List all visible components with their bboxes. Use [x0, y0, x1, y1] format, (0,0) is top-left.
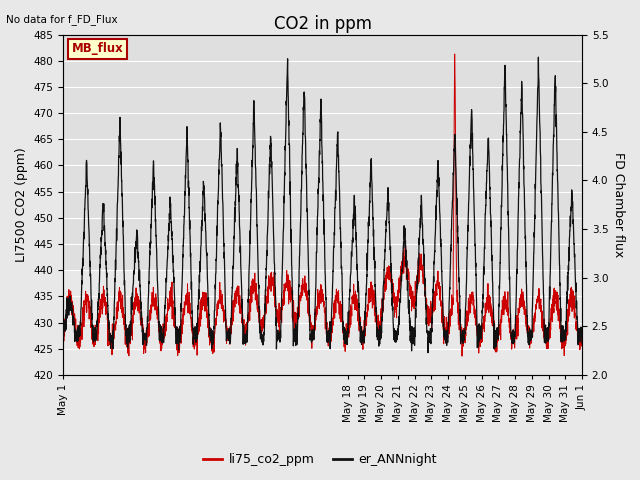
- Y-axis label: LI7500 CO2 (ppm): LI7500 CO2 (ppm): [15, 147, 28, 262]
- Legend: li75_co2_ppm, er_ANNnight: li75_co2_ppm, er_ANNnight: [198, 448, 442, 471]
- Title: CO2 in ppm: CO2 in ppm: [273, 15, 372, 33]
- Text: MB_flux: MB_flux: [72, 42, 124, 55]
- Bar: [63, 35, 582, 270]
- Y-axis label: FD Chamber flux: FD Chamber flux: [612, 152, 625, 257]
- Text: No data for f_FD_Flux: No data for f_FD_Flux: [6, 14, 118, 25]
